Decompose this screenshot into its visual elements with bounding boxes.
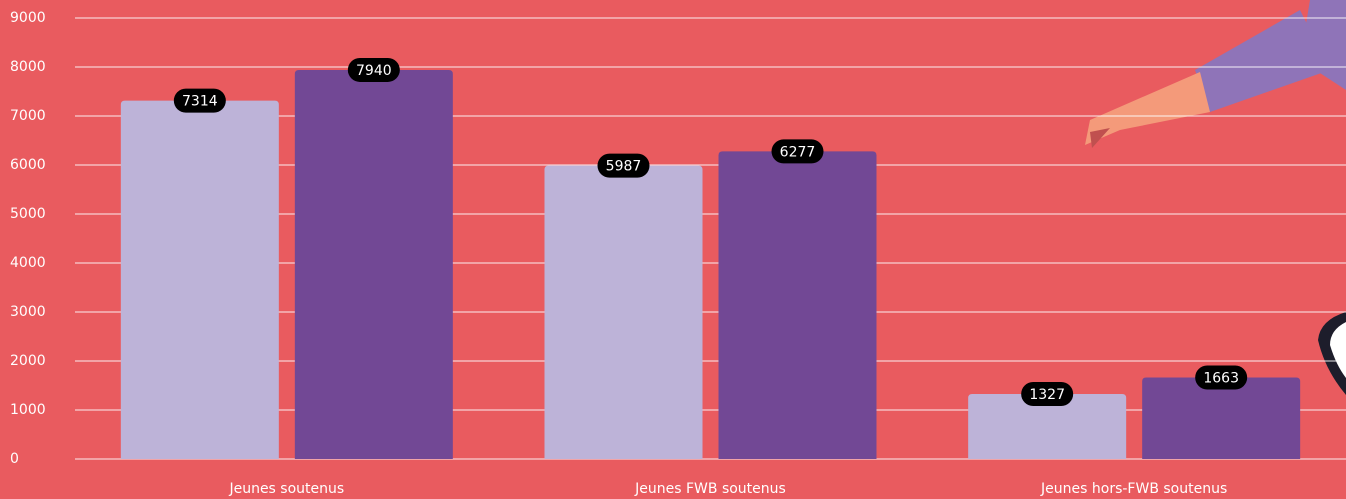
value-label: 7940 — [356, 63, 392, 79]
y-tick-label: 8000 — [10, 59, 46, 75]
y-tick-label: 9000 — [10, 10, 46, 26]
chart: 0 1000 2000 3000 4000 5000 6000 7000 8000 9000 Jeu… — [0, 0, 1346, 499]
bar — [295, 70, 453, 459]
bar — [121, 101, 279, 459]
value-label: 7314 — [182, 94, 218, 110]
value-label: 6277 — [780, 144, 816, 160]
y-tick-label: 0 — [10, 451, 19, 467]
value-label: 5987 — [606, 159, 642, 175]
bar — [545, 166, 703, 459]
y-tick-label: 1000 — [10, 402, 46, 418]
y-tick-label: 7000 — [10, 108, 46, 124]
value-label: 1327 — [1029, 387, 1065, 403]
bar — [719, 151, 877, 459]
x-tick-label: Jeunes hors-FWB soutenus — [1040, 481, 1227, 497]
value-label: 1663 — [1203, 371, 1239, 387]
y-tick-label: 3000 — [10, 304, 46, 320]
x-tick-label: Jeunes FWB soutenus — [634, 481, 786, 497]
x-tick-label: Jeunes soutenus — [228, 481, 344, 497]
y-tick-label: 6000 — [10, 157, 46, 173]
y-tick-label: 5000 — [10, 206, 46, 222]
bar — [1142, 378, 1300, 459]
y-tick-label: 2000 — [10, 353, 46, 369]
y-tick-label: 4000 — [10, 255, 46, 271]
